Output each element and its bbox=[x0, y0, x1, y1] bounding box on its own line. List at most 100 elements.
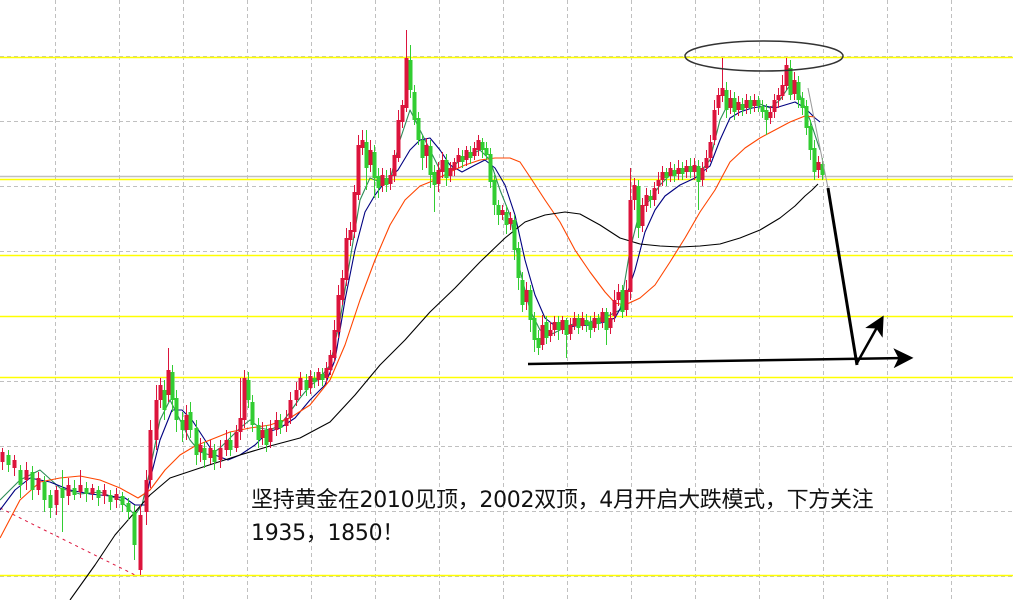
candle-down bbox=[60, 470, 65, 532]
projection-down-line bbox=[826, 187, 859, 366]
candle-body bbox=[174, 398, 179, 420]
candle-down bbox=[6, 450, 11, 472]
support-arrow bbox=[527, 348, 914, 369]
candle-body bbox=[756, 100, 761, 106]
candle-body bbox=[772, 100, 777, 112]
candle-down bbox=[584, 314, 589, 332]
candle-body bbox=[820, 164, 825, 175]
dotted-trendline bbox=[0, 507, 136, 576]
candle-body bbox=[194, 428, 199, 455]
candle-body bbox=[744, 100, 749, 108]
candle-body bbox=[344, 238, 349, 280]
candle-body bbox=[476, 140, 481, 150]
candle-body bbox=[680, 168, 685, 174]
candle-up bbox=[90, 484, 95, 500]
candle-up bbox=[448, 162, 453, 182]
candle-up bbox=[728, 90, 733, 114]
candle-up bbox=[540, 315, 545, 350]
candle-body bbox=[520, 280, 525, 305]
candle-down bbox=[528, 285, 533, 332]
candle-up bbox=[260, 422, 265, 445]
candle-down bbox=[320, 368, 325, 386]
candle-body bbox=[776, 95, 781, 100]
candle-body bbox=[488, 154, 493, 182]
candle-body bbox=[400, 105, 405, 122]
candle-up bbox=[234, 425, 239, 452]
candle-up bbox=[644, 188, 649, 212]
candle-up bbox=[464, 146, 469, 166]
candle-body bbox=[644, 195, 649, 206]
candle-body bbox=[84, 488, 89, 494]
candle-up bbox=[356, 135, 361, 200]
candle-body bbox=[632, 185, 637, 200]
candle-up bbox=[184, 405, 189, 440]
candle-up bbox=[772, 94, 777, 118]
candle-down bbox=[96, 486, 101, 506]
candle-body bbox=[628, 200, 633, 292]
candle-up bbox=[524, 282, 529, 310]
candle-body bbox=[700, 168, 705, 180]
candle-down bbox=[428, 140, 433, 188]
candle-body bbox=[242, 378, 247, 420]
candle-body bbox=[218, 448, 223, 460]
candle-body bbox=[684, 166, 689, 172]
candle-up bbox=[392, 150, 397, 182]
candle-down bbox=[696, 160, 701, 210]
candle-up bbox=[336, 285, 341, 338]
candle-body bbox=[96, 490, 101, 498]
candle-down bbox=[84, 482, 89, 502]
candle-body bbox=[356, 145, 361, 195]
candle-up bbox=[66, 478, 71, 505]
candle-up bbox=[148, 420, 153, 488]
candle-up bbox=[656, 172, 661, 194]
candle-down bbox=[304, 374, 309, 396]
candle-up bbox=[684, 160, 689, 178]
candle-up bbox=[752, 94, 757, 112]
candle-down bbox=[688, 158, 693, 178]
candle-down bbox=[468, 146, 473, 164]
candle-up bbox=[816, 156, 821, 178]
candle-body bbox=[636, 186, 641, 228]
candle-down bbox=[532, 312, 537, 352]
candle-body bbox=[504, 212, 509, 225]
candle-down bbox=[212, 444, 217, 470]
candle-body bbox=[304, 380, 309, 390]
candle-up bbox=[348, 222, 353, 246]
candle-down bbox=[246, 372, 251, 408]
candle-body bbox=[6, 455, 11, 465]
candle-body bbox=[812, 148, 817, 172]
candle-body bbox=[274, 420, 279, 430]
candle-body bbox=[608, 318, 613, 328]
candle-up bbox=[138, 505, 143, 575]
candle-body bbox=[676, 168, 681, 174]
candle-body bbox=[114, 494, 119, 500]
candle-down bbox=[384, 170, 389, 192]
candle-body bbox=[728, 98, 733, 108]
candle-up bbox=[298, 372, 303, 396]
candle-body bbox=[380, 175, 385, 186]
candle-up bbox=[768, 106, 773, 124]
candle-body bbox=[348, 230, 353, 240]
candle-body bbox=[692, 165, 697, 172]
candle-body bbox=[588, 322, 593, 330]
candle-up bbox=[368, 140, 373, 172]
candle-down bbox=[170, 365, 175, 412]
candle-down bbox=[376, 168, 381, 198]
candle-body bbox=[672, 170, 677, 176]
candle-body bbox=[544, 322, 549, 338]
candle-up bbox=[144, 470, 149, 525]
candle-body bbox=[428, 146, 433, 175]
candle-down bbox=[460, 150, 465, 168]
candle-down bbox=[556, 316, 561, 340]
candle-body bbox=[72, 488, 77, 495]
candle-up bbox=[166, 348, 171, 402]
candle-up bbox=[308, 370, 313, 394]
candle-up bbox=[720, 58, 725, 102]
candle-up bbox=[560, 316, 565, 334]
candle-down bbox=[648, 190, 653, 208]
candle-body bbox=[708, 142, 713, 158]
candle-up bbox=[780, 75, 785, 100]
candle-body bbox=[660, 172, 665, 180]
candle-body bbox=[432, 172, 437, 185]
